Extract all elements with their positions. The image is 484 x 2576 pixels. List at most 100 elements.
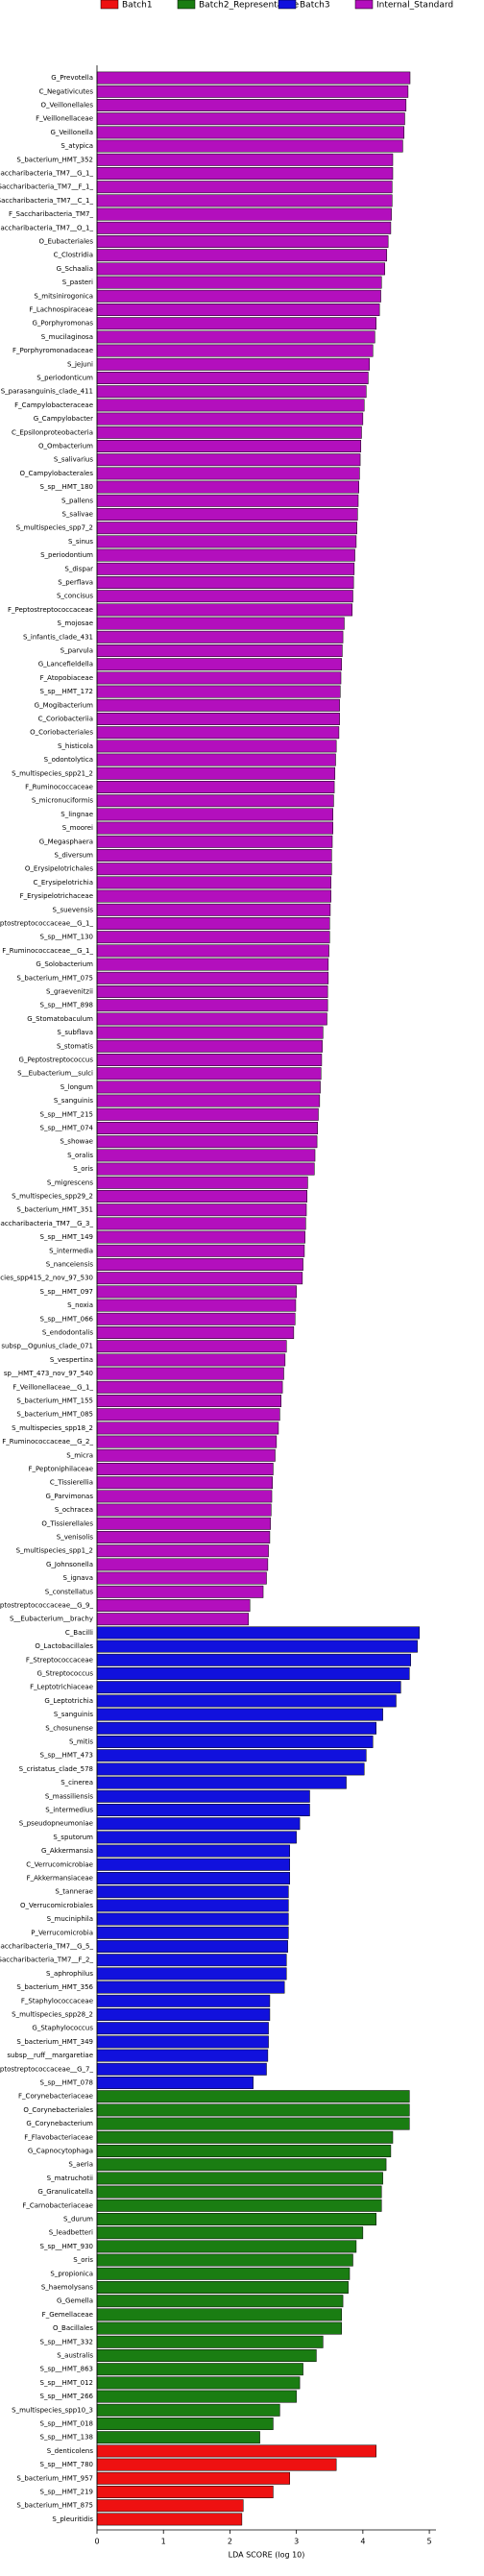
bar <box>96 999 328 1012</box>
category-label: S_sp__HMT_172 <box>40 688 93 695</box>
category-label: O_Erysipelotrichales <box>25 865 93 873</box>
category-label: C_Epsilonproteobacteria <box>12 428 93 436</box>
category-label: S_cinerea <box>60 1779 93 1786</box>
bar <box>96 1531 271 1543</box>
bar <box>96 453 361 467</box>
category-label: S_parasanguinis_clade_411 <box>1 388 93 396</box>
bar <box>96 1681 401 1694</box>
bar <box>96 2376 301 2390</box>
category-label: S_suevensis <box>53 906 94 913</box>
bar <box>96 522 357 535</box>
bar <box>96 1831 297 1844</box>
category-label: F_Saccharibacteria_TM7_ <box>9 210 94 218</box>
category-label: S_moorei <box>62 824 93 832</box>
bar <box>96 2513 243 2526</box>
category-label: S_chosunense <box>45 1724 93 1732</box>
category-label: G_Mogibacterium <box>35 701 94 709</box>
category-label: S_sp__HMT_332 <box>40 2338 93 2345</box>
category-label: S_ochracea <box>55 1506 93 1514</box>
bar <box>96 1653 411 1666</box>
category-label: G_Akkermansia <box>41 1847 93 1855</box>
category-label: S_tannerae <box>55 1888 93 1896</box>
bar <box>96 1026 324 1039</box>
category-label: F_Atopobiaceae <box>40 674 93 682</box>
bar <box>96 931 330 944</box>
category-label: F_Ruminococcaceae <box>25 784 93 791</box>
category-label: S_multispecies_spp21_2 <box>12 769 93 777</box>
bar <box>96 1067 322 1081</box>
category-label: S_sp__HMT_130 <box>40 934 93 941</box>
bar <box>96 126 405 139</box>
category-label: subsp__Ogunius_clade_071 <box>1 1343 93 1350</box>
category-label: S_durum <box>63 2216 93 2224</box>
bar <box>96 372 369 384</box>
x-axis-title: LDA SCORE (log 10) <box>229 2551 305 2560</box>
bar <box>96 1230 305 1244</box>
bar <box>96 2321 342 2335</box>
bar <box>96 1162 315 1176</box>
bar <box>96 399 365 412</box>
category-label: S_showae <box>60 1138 93 1146</box>
category-label: S_lingnae <box>60 811 93 818</box>
bar <box>96 344 374 357</box>
category-label: C_Erysipelotrichia <box>34 879 94 887</box>
category-label: O_Lactobacillales <box>35 1642 93 1650</box>
bar <box>96 2090 410 2103</box>
category-label: G_Peptostreptococcus <box>19 1057 94 1064</box>
bar <box>96 1107 319 1121</box>
bar <box>96 958 329 971</box>
category-label: F_Campylobacteraceae <box>14 401 93 409</box>
category-label: S_sp__HMT_930 <box>40 2243 93 2250</box>
bar <box>96 467 360 480</box>
bar <box>96 1558 269 1571</box>
category-label: S_sp__HMT_018 <box>40 2420 93 2428</box>
category-label: S_multispecies_spp1_2 <box>16 1547 93 1555</box>
bar <box>96 1122 319 1134</box>
bar <box>96 1544 269 1558</box>
bar <box>96 794 334 808</box>
bar <box>96 1353 286 1367</box>
bar <box>96 1667 410 1680</box>
category-label: P_Verrucomicrobia <box>31 1929 93 1936</box>
category-label: F_Akkermansiaceae <box>27 1875 93 1883</box>
bar <box>96 2267 351 2280</box>
category-label: S_aphrophilus <box>46 1970 93 1978</box>
category-label: G_Veillonella <box>50 129 93 136</box>
bar <box>96 2486 274 2498</box>
bar <box>96 576 354 589</box>
bar <box>96 2158 387 2172</box>
category-label: S_periodonticum <box>36 375 93 382</box>
bar <box>96 71 411 85</box>
category-label: S_sp__HMT_180 <box>40 483 93 491</box>
bar <box>96 1708 383 1721</box>
category-label: C_Negativicutes <box>39 87 94 95</box>
bar <box>96 1858 290 1871</box>
bar <box>96 2308 342 2321</box>
legend-label: Batch2_Representative <box>199 1 300 11</box>
category-label: S_ignava <box>63 1574 94 1582</box>
category-label: S_vespertina <box>50 1356 93 1364</box>
bar <box>96 2253 353 2267</box>
bar <box>96 194 393 207</box>
category-label: Saccharibacteria_TM7__F_2_ <box>0 1956 93 1964</box>
category-label: S_periodontium <box>40 551 93 559</box>
category-label: G_Prevotella <box>51 74 93 82</box>
category-label: F_Erysipelotrichaceae <box>20 892 93 900</box>
category-label: F_Ruminococcaceae__G_1_ <box>2 947 93 955</box>
category-label: S_haemolysans <box>41 2284 94 2292</box>
bar <box>96 1054 323 1066</box>
category-label: O_Bacillales <box>53 2324 93 2332</box>
bar <box>96 2403 280 2417</box>
bar <box>96 85 409 98</box>
bar <box>96 2363 303 2376</box>
bar <box>96 1736 374 1748</box>
category-label: S_graevenitzii <box>46 988 93 996</box>
bar <box>96 1217 306 1230</box>
category-label: S_perflava <box>58 579 93 587</box>
bar <box>96 1149 316 1162</box>
category-label: S_intermedius <box>45 1807 93 1814</box>
bar <box>96 889 331 903</box>
bar <box>96 617 345 630</box>
category-label: S_pleuritidis <box>52 2515 93 2523</box>
bar <box>96 1503 272 1517</box>
